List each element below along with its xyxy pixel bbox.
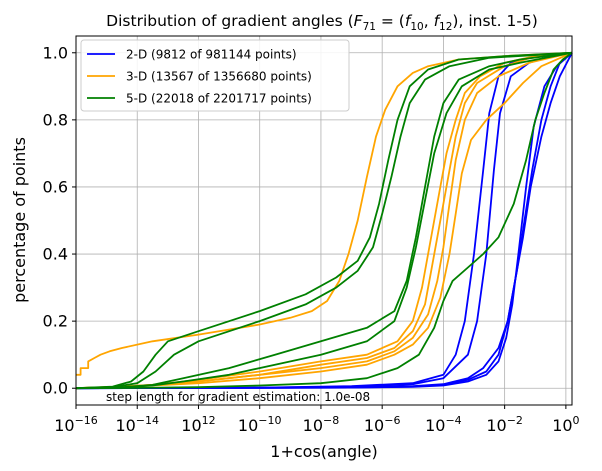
annotation-step-length: step length for gradient estimation: 1.0… [106, 390, 370, 404]
x-tick-label-7: 10−2 [486, 414, 523, 435]
y-tick-labels: 0.0 0.2 0.4 0.6 0.8 1.0 [43, 43, 68, 397]
legend-label-5-d: 5-D (22018 of 2201717 points) [126, 92, 312, 106]
x-tick-label-6: 10−4 [425, 414, 462, 435]
x-tick-label-4: 10−8 [303, 414, 340, 435]
y-axis-label: percentage of points [10, 137, 29, 303]
x-tick-labels: 10−16 10−14 1012 10−10 10−8 10−6 10−4 10−2 100 [54, 414, 579, 435]
legend-label-3-d: 3-D (13567 of 1356680 points) [126, 70, 312, 84]
axis-ticks [72, 52, 567, 409]
x-tick-label-8: 100 [552, 414, 579, 435]
y-tick-label-0: 0.0 [43, 379, 68, 398]
legend-label-2-d: 2-D (9812 of 981144 points) [126, 48, 297, 62]
x-tick-label-2: 1012 [181, 414, 215, 435]
series-5-d-curve-5 [75, 52, 573, 390]
series-3-d-curve-5 [75, 51, 573, 390]
y-tick-label-3: 0.6 [43, 177, 68, 196]
series-group [75, 51, 573, 390]
plot-frame [75, 35, 573, 406]
legend: 2-D (9812 of 981144 points) 3-D (13567 of… [80, 39, 350, 112]
series-3-d-curve-1 [76, 51, 573, 376]
x-tick-label-1: 10−14 [115, 414, 159, 435]
legend-entries: 2-D (9812 of 981144 points) 3-D (13567 of… [87, 48, 312, 106]
y-tick-label-5: 1.0 [43, 43, 68, 62]
x-tick-label-5: 10−6 [364, 414, 401, 435]
series-5-d-curve-1 [75, 51, 573, 390]
legend-box [80, 39, 350, 112]
series-5-d-curve-2 [75, 51, 573, 390]
series-3-d-curve-4 [75, 51, 573, 390]
series-5-d-curve-3 [75, 51, 573, 390]
y-tick-label-4: 0.8 [43, 110, 68, 129]
x-tick-label-3: 10−10 [238, 414, 282, 435]
x-tick-label-0: 10−16 [54, 414, 98, 435]
series-5-d [75, 51, 573, 390]
y-tick-label-1: 0.2 [43, 312, 68, 331]
chart-title: Distribution of gradient angles (F71 = (… [106, 12, 538, 33]
y-tick-label-2: 0.4 [43, 245, 68, 264]
x-axis-label: 1+cos(angle) [270, 442, 377, 461]
series-5-d-curve-4 [75, 51, 573, 390]
